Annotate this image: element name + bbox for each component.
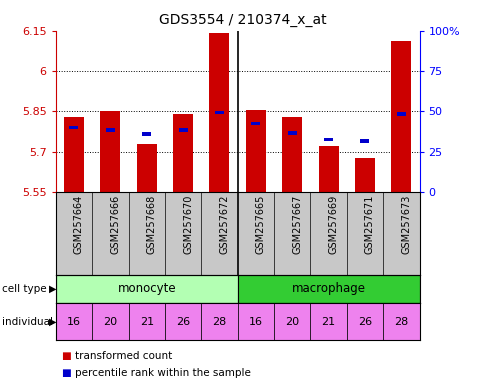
Text: monocyte: monocyte	[117, 283, 176, 295]
Text: 26: 26	[357, 316, 371, 327]
Text: GSM257666: GSM257666	[110, 194, 120, 254]
Text: GSM257673: GSM257673	[400, 194, 410, 254]
Text: ▶: ▶	[48, 316, 56, 327]
Bar	[106, 128, 115, 132]
Text: 21: 21	[139, 316, 153, 327]
Bar	[354, 159, 374, 192]
Bar	[318, 146, 338, 192]
Bar	[128, 303, 165, 340]
Text: ■: ■	[60, 368, 70, 378]
Text: ▶: ▶	[48, 284, 56, 294]
Bar	[237, 303, 273, 340]
Bar	[201, 303, 237, 340]
Bar	[251, 122, 260, 125]
Bar	[237, 275, 419, 303]
Text: transformed count: transformed count	[75, 351, 172, 361]
Bar	[287, 131, 296, 135]
Bar	[56, 303, 92, 340]
Bar	[136, 144, 156, 192]
Bar	[273, 303, 310, 340]
Text: 26: 26	[176, 316, 190, 327]
Text: macrophage: macrophage	[291, 283, 365, 295]
Bar	[173, 114, 193, 192]
Bar	[245, 110, 265, 192]
Text: GDS3554 / 210374_x_at: GDS3554 / 210374_x_at	[158, 13, 326, 27]
Bar	[282, 117, 302, 192]
Text: 16: 16	[248, 316, 262, 327]
Bar	[382, 303, 419, 340]
Bar	[209, 33, 229, 192]
Bar	[142, 132, 151, 136]
Text: ■: ■	[60, 351, 70, 361]
Bar	[323, 138, 333, 141]
Text: GSM257667: GSM257667	[291, 194, 302, 254]
Text: 28: 28	[393, 316, 408, 327]
Bar	[310, 303, 346, 340]
Text: GSM257670: GSM257670	[182, 194, 193, 254]
Bar	[346, 303, 382, 340]
Text: 21: 21	[321, 316, 335, 327]
Text: 20: 20	[285, 316, 299, 327]
Text: GSM257671: GSM257671	[364, 194, 374, 254]
Bar	[360, 139, 369, 143]
Bar	[64, 117, 84, 192]
Text: GSM257672: GSM257672	[219, 194, 229, 254]
Text: 28: 28	[212, 316, 226, 327]
Text: GSM257665: GSM257665	[256, 194, 265, 254]
Bar	[100, 111, 120, 192]
Bar	[391, 41, 410, 192]
Text: GSM257669: GSM257669	[328, 194, 338, 254]
Text: 20: 20	[103, 316, 117, 327]
Bar	[69, 126, 78, 129]
Bar	[396, 112, 405, 116]
Text: percentile rank within the sample: percentile rank within the sample	[75, 368, 251, 378]
Text: GSM257664: GSM257664	[74, 194, 84, 254]
Bar	[92, 303, 128, 340]
Bar	[214, 111, 224, 114]
Text: individual: individual	[2, 316, 53, 327]
Text: 16: 16	[67, 316, 81, 327]
Text: cell type: cell type	[2, 284, 47, 294]
Bar	[178, 128, 187, 132]
Bar	[165, 303, 201, 340]
Bar	[56, 275, 237, 303]
Text: GSM257668: GSM257668	[146, 194, 156, 254]
